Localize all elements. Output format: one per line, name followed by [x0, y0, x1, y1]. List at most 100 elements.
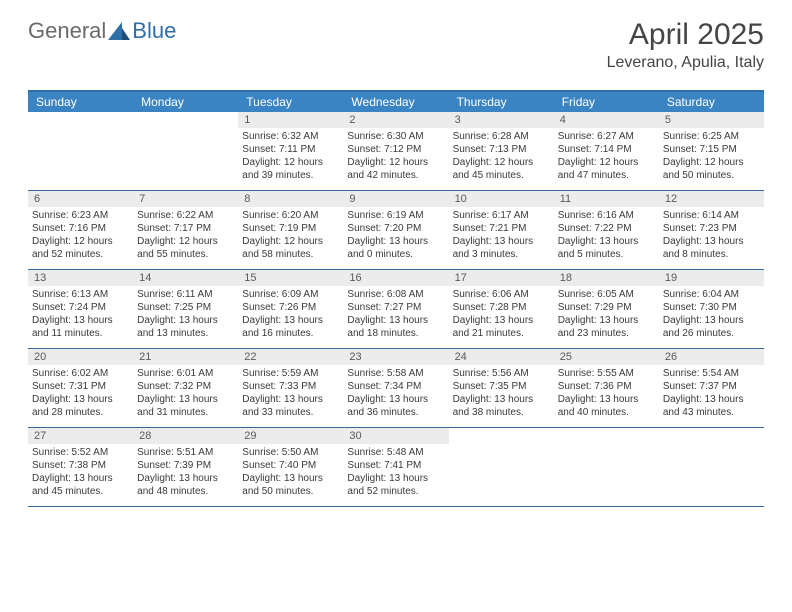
- day-cell: 27Sunrise: 5:52 AMSunset: 7:38 PMDayligh…: [28, 428, 133, 506]
- sunset-text: Sunset: 7:21 PM: [453, 222, 550, 235]
- day-of-week-row: Sunday Monday Tuesday Wednesday Thursday…: [28, 92, 764, 112]
- day-body: Sunrise: 6:13 AMSunset: 7:24 PMDaylight:…: [28, 286, 133, 344]
- sunset-text: Sunset: 7:15 PM: [663, 143, 760, 156]
- day-body: Sunrise: 6:06 AMSunset: 7:28 PMDaylight:…: [449, 286, 554, 344]
- sunset-text: Sunset: 7:25 PM: [137, 301, 234, 314]
- logo-text-blue: Blue: [132, 18, 176, 44]
- day-body: Sunrise: 5:48 AMSunset: 7:41 PMDaylight:…: [343, 444, 448, 502]
- day-number: 21: [133, 349, 238, 365]
- daylight-text: Daylight: 13 hours and 43 minutes.: [663, 393, 760, 419]
- logo-triangle-icon: [108, 22, 130, 40]
- day-cell: 10Sunrise: 6:17 AMSunset: 7:21 PMDayligh…: [449, 191, 554, 269]
- sunrise-text: Sunrise: 6:02 AM: [32, 367, 129, 380]
- sunrise-text: Sunrise: 5:48 AM: [347, 446, 444, 459]
- day-body: Sunrise: 6:22 AMSunset: 7:17 PMDaylight:…: [133, 207, 238, 265]
- day-cell: 28Sunrise: 5:51 AMSunset: 7:39 PMDayligh…: [133, 428, 238, 506]
- sunset-text: Sunset: 7:19 PM: [242, 222, 339, 235]
- sunrise-text: Sunrise: 5:58 AM: [347, 367, 444, 380]
- sunset-text: Sunset: 7:36 PM: [558, 380, 655, 393]
- sunrise-text: Sunrise: 5:54 AM: [663, 367, 760, 380]
- sunset-text: Sunset: 7:20 PM: [347, 222, 444, 235]
- title-block: April 2025 Leverano, Apulia, Italy: [607, 18, 764, 72]
- day-body: Sunrise: 6:04 AMSunset: 7:30 PMDaylight:…: [659, 286, 764, 344]
- day-number: 6: [28, 191, 133, 207]
- sunrise-text: Sunrise: 6:08 AM: [347, 288, 444, 301]
- day-number: 15: [238, 270, 343, 286]
- sunset-text: Sunset: 7:14 PM: [558, 143, 655, 156]
- day-cell: 8Sunrise: 6:20 AMSunset: 7:19 PMDaylight…: [238, 191, 343, 269]
- day-number: 19: [659, 270, 764, 286]
- daylight-text: Daylight: 12 hours and 58 minutes.: [242, 235, 339, 261]
- day-body: Sunrise: 6:28 AMSunset: 7:13 PMDaylight:…: [449, 128, 554, 186]
- week-row: 20Sunrise: 6:02 AMSunset: 7:31 PMDayligh…: [28, 349, 764, 428]
- day-number: 5: [659, 112, 764, 128]
- daylight-text: Daylight: 13 hours and 38 minutes.: [453, 393, 550, 419]
- day-number: 13: [28, 270, 133, 286]
- sunset-text: Sunset: 7:12 PM: [347, 143, 444, 156]
- day-body: Sunrise: 6:09 AMSunset: 7:26 PMDaylight:…: [238, 286, 343, 344]
- daylight-text: Daylight: 12 hours and 39 minutes.: [242, 156, 339, 182]
- logo-text-general: General: [28, 18, 106, 44]
- daylight-text: Daylight: 12 hours and 50 minutes.: [663, 156, 760, 182]
- sunset-text: Sunset: 7:16 PM: [32, 222, 129, 235]
- daylight-text: Daylight: 13 hours and 28 minutes.: [32, 393, 129, 419]
- day-number: 10: [449, 191, 554, 207]
- daylight-text: Daylight: 13 hours and 31 minutes.: [137, 393, 234, 419]
- day-cell: 1Sunrise: 6:32 AMSunset: 7:11 PMDaylight…: [238, 112, 343, 190]
- sunset-text: Sunset: 7:30 PM: [663, 301, 760, 314]
- calendar: Sunday Monday Tuesday Wednesday Thursday…: [28, 90, 764, 507]
- daylight-text: Daylight: 13 hours and 8 minutes.: [663, 235, 760, 261]
- sunset-text: Sunset: 7:29 PM: [558, 301, 655, 314]
- sunrise-text: Sunrise: 6:19 AM: [347, 209, 444, 222]
- sunset-text: Sunset: 7:41 PM: [347, 459, 444, 472]
- day-body: Sunrise: 6:16 AMSunset: 7:22 PMDaylight:…: [554, 207, 659, 265]
- day-body: Sunrise: 6:01 AMSunset: 7:32 PMDaylight:…: [133, 365, 238, 423]
- day-cell: 12Sunrise: 6:14 AMSunset: 7:23 PMDayligh…: [659, 191, 764, 269]
- daylight-text: Daylight: 13 hours and 16 minutes.: [242, 314, 339, 340]
- sunset-text: Sunset: 7:13 PM: [453, 143, 550, 156]
- daylight-text: Daylight: 13 hours and 48 minutes.: [137, 472, 234, 498]
- day-cell: 24Sunrise: 5:56 AMSunset: 7:35 PMDayligh…: [449, 349, 554, 427]
- daylight-text: Daylight: 13 hours and 50 minutes.: [242, 472, 339, 498]
- sunrise-text: Sunrise: 6:28 AM: [453, 130, 550, 143]
- sunrise-text: Sunrise: 6:20 AM: [242, 209, 339, 222]
- sunset-text: Sunset: 7:33 PM: [242, 380, 339, 393]
- sunrise-text: Sunrise: 6:22 AM: [137, 209, 234, 222]
- day-cell: 19Sunrise: 6:04 AMSunset: 7:30 PMDayligh…: [659, 270, 764, 348]
- day-number: 1: [238, 112, 343, 128]
- sunset-text: Sunset: 7:32 PM: [137, 380, 234, 393]
- day-body: Sunrise: 6:30 AMSunset: 7:12 PMDaylight:…: [343, 128, 448, 186]
- day-cell: 16Sunrise: 6:08 AMSunset: 7:27 PMDayligh…: [343, 270, 448, 348]
- sunrise-text: Sunrise: 6:14 AM: [663, 209, 760, 222]
- day-cell: 26Sunrise: 5:54 AMSunset: 7:37 PMDayligh…: [659, 349, 764, 427]
- day-body: Sunrise: 6:11 AMSunset: 7:25 PMDaylight:…: [133, 286, 238, 344]
- day-cell: 11Sunrise: 6:16 AMSunset: 7:22 PMDayligh…: [554, 191, 659, 269]
- day-body: Sunrise: 5:55 AMSunset: 7:36 PMDaylight:…: [554, 365, 659, 423]
- day-cell: 15Sunrise: 6:09 AMSunset: 7:26 PMDayligh…: [238, 270, 343, 348]
- day-body: Sunrise: 6:08 AMSunset: 7:27 PMDaylight:…: [343, 286, 448, 344]
- day-number: 27: [28, 428, 133, 444]
- sunset-text: Sunset: 7:24 PM: [32, 301, 129, 314]
- month-title: April 2025: [607, 18, 764, 52]
- day-number: 26: [659, 349, 764, 365]
- day-body: Sunrise: 6:25 AMSunset: 7:15 PMDaylight:…: [659, 128, 764, 186]
- daylight-text: Daylight: 12 hours and 42 minutes.: [347, 156, 444, 182]
- sunset-text: Sunset: 7:37 PM: [663, 380, 760, 393]
- daylight-text: Daylight: 13 hours and 26 minutes.: [663, 314, 760, 340]
- empty-cell: [659, 428, 764, 506]
- sunset-text: Sunset: 7:11 PM: [242, 143, 339, 156]
- day-body: Sunrise: 5:54 AMSunset: 7:37 PMDaylight:…: [659, 365, 764, 423]
- day-body: Sunrise: 6:05 AMSunset: 7:29 PMDaylight:…: [554, 286, 659, 344]
- week-row: 6Sunrise: 6:23 AMSunset: 7:16 PMDaylight…: [28, 191, 764, 270]
- daylight-text: Daylight: 13 hours and 5 minutes.: [558, 235, 655, 261]
- sunrise-text: Sunrise: 6:11 AM: [137, 288, 234, 301]
- dow-sunday: Sunday: [28, 92, 133, 112]
- day-body: Sunrise: 6:17 AMSunset: 7:21 PMDaylight:…: [449, 207, 554, 265]
- dow-wednesday: Wednesday: [343, 92, 448, 112]
- sunset-text: Sunset: 7:38 PM: [32, 459, 129, 472]
- day-cell: 5Sunrise: 6:25 AMSunset: 7:15 PMDaylight…: [659, 112, 764, 190]
- daylight-text: Daylight: 12 hours and 55 minutes.: [137, 235, 234, 261]
- sunrise-text: Sunrise: 5:55 AM: [558, 367, 655, 380]
- daylight-text: Daylight: 13 hours and 33 minutes.: [242, 393, 339, 419]
- day-cell: 4Sunrise: 6:27 AMSunset: 7:14 PMDaylight…: [554, 112, 659, 190]
